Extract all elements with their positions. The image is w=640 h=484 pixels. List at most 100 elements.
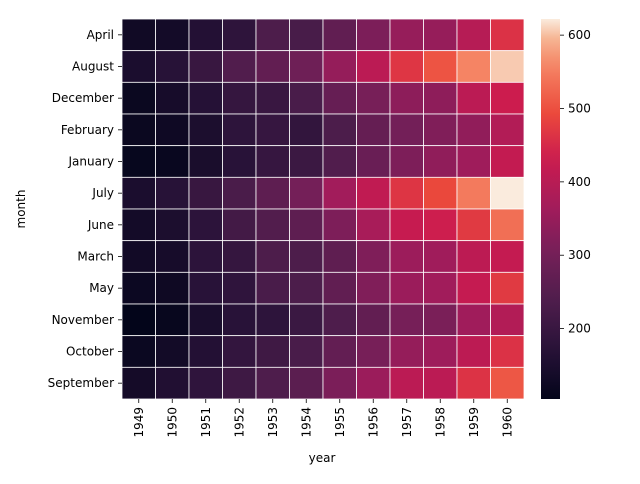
x-tick-label: 1960: [500, 407, 514, 438]
heatmap-cell: [389, 335, 424, 368]
heatmap-cell: [255, 18, 290, 52]
heatmap-cell: [423, 113, 458, 147]
heatmap-cell: [356, 271, 391, 305]
heatmap-cell: [222, 240, 257, 273]
heatmap-cell: [389, 240, 424, 273]
heatmap-cell: [188, 366, 223, 400]
heatmap-cell: [490, 81, 525, 115]
heatmap-cell: [188, 113, 223, 147]
heatmap-cell: [322, 335, 357, 368]
heatmap-cell: [222, 18, 257, 52]
heatmap-cell: [389, 303, 424, 337]
heatmap-cell: [423, 18, 458, 52]
heatmap-cell: [222, 81, 257, 115]
heatmap-cell: [121, 303, 156, 337]
heatmap-cell: [322, 366, 357, 400]
heatmap-cell: [255, 176, 290, 210]
heatmap-cell: [389, 113, 424, 147]
heatmap-cell: [423, 81, 458, 115]
heatmap-cell: [222, 145, 257, 178]
heatmap-cell: [456, 18, 491, 52]
heatmap-cell: [322, 50, 357, 83]
heatmap-cell: [155, 176, 190, 210]
heatmap-cell: [222, 366, 257, 400]
heatmap-cell: [356, 176, 391, 210]
heatmap-cell: [255, 366, 290, 400]
y-tick-label: December: [52, 91, 114, 105]
heatmap-cell: [255, 303, 290, 337]
heatmap-cell: [456, 113, 491, 147]
x-tick-label: 1954: [299, 407, 313, 438]
y-tick-label: June: [87, 218, 114, 232]
heatmap-cell: [490, 366, 525, 400]
heatmap-cell: [356, 240, 391, 273]
heatmap-cell: [188, 303, 223, 337]
heatmap-cell: [456, 208, 491, 242]
heatmap-cell: [356, 50, 391, 83]
heatmap-cell: [322, 145, 357, 178]
x-tick-label: 1952: [232, 407, 246, 438]
x-tick-label: 1956: [366, 407, 380, 438]
heatmap-cell: [289, 145, 324, 178]
colorbar-tick-label: 400: [568, 175, 591, 189]
heatmap-cell: [423, 366, 458, 400]
heatmap-cell: [289, 335, 324, 368]
heatmap-cells: [121, 18, 525, 400]
heatmap-cell: [121, 366, 156, 400]
heatmap-cell: [423, 271, 458, 305]
heatmap-cell: [188, 208, 223, 242]
heatmap-cell: [155, 240, 190, 273]
y-axis-ticks: April August December February January July Ju…: [48, 28, 122, 390]
heatmap-cell: [490, 271, 525, 305]
heatmap-cell: [255, 113, 290, 147]
heatmap-cell: [423, 176, 458, 210]
x-axis-ticks: 1949 1950 1951 1952 1953 1954 1955 1956 1957 1958…: [132, 399, 514, 438]
y-tick-label: January: [68, 155, 115, 169]
x-tick-label: 1951: [199, 407, 213, 438]
heatmap-cell: [255, 335, 290, 368]
heatmap-cell: [289, 176, 324, 210]
heatmap-cell: [490, 145, 525, 178]
heatmap-cell: [456, 176, 491, 210]
heatmap-cell: [188, 176, 223, 210]
heatmap-cell: [121, 81, 156, 115]
heatmap-cell: [121, 113, 156, 147]
heatmap-cell: [456, 145, 491, 178]
heatmap-cell: [121, 50, 156, 83]
colorbar-tick-label: 300: [568, 248, 591, 262]
x-tick-label: 1953: [266, 407, 280, 438]
y-tick-label: November: [52, 313, 114, 327]
heatmap-cell: [456, 271, 491, 305]
heatmap-cell: [121, 18, 156, 52]
heatmap-cell: [222, 303, 257, 337]
heatmap-cell: [121, 271, 156, 305]
heatmap-cell: [389, 176, 424, 210]
heatmap-cell: [356, 113, 391, 147]
heatmap-cell: [490, 208, 525, 242]
heatmap-cell: [188, 240, 223, 273]
heatmap-cell: [389, 208, 424, 242]
heatmap-cell: [356, 81, 391, 115]
heatmap-cell: [322, 113, 357, 147]
y-tick-label: May: [89, 281, 114, 295]
heatmap-cell: [389, 271, 424, 305]
heatmap-cell: [456, 303, 491, 337]
heatmap-cell: [121, 145, 156, 178]
x-axis-label: year: [309, 451, 336, 465]
heatmap-cell: [155, 50, 190, 83]
heatmap-cell: [389, 81, 424, 115]
heatmap-cell: [289, 271, 324, 305]
heatmap-cell: [188, 50, 223, 83]
heatmap-cell: [389, 18, 424, 52]
heatmap-cell: [188, 335, 223, 368]
heatmap-cell: [490, 176, 525, 210]
heatmap-cell: [155, 335, 190, 368]
y-tick-label: March: [77, 250, 114, 264]
heatmap-cell: [322, 240, 357, 273]
heatmap-cell: [356, 335, 391, 368]
heatmap-cell: [423, 335, 458, 368]
heatmap-cell: [490, 113, 525, 147]
heatmap-cell: [155, 81, 190, 115]
heatmap-cell: [255, 208, 290, 242]
